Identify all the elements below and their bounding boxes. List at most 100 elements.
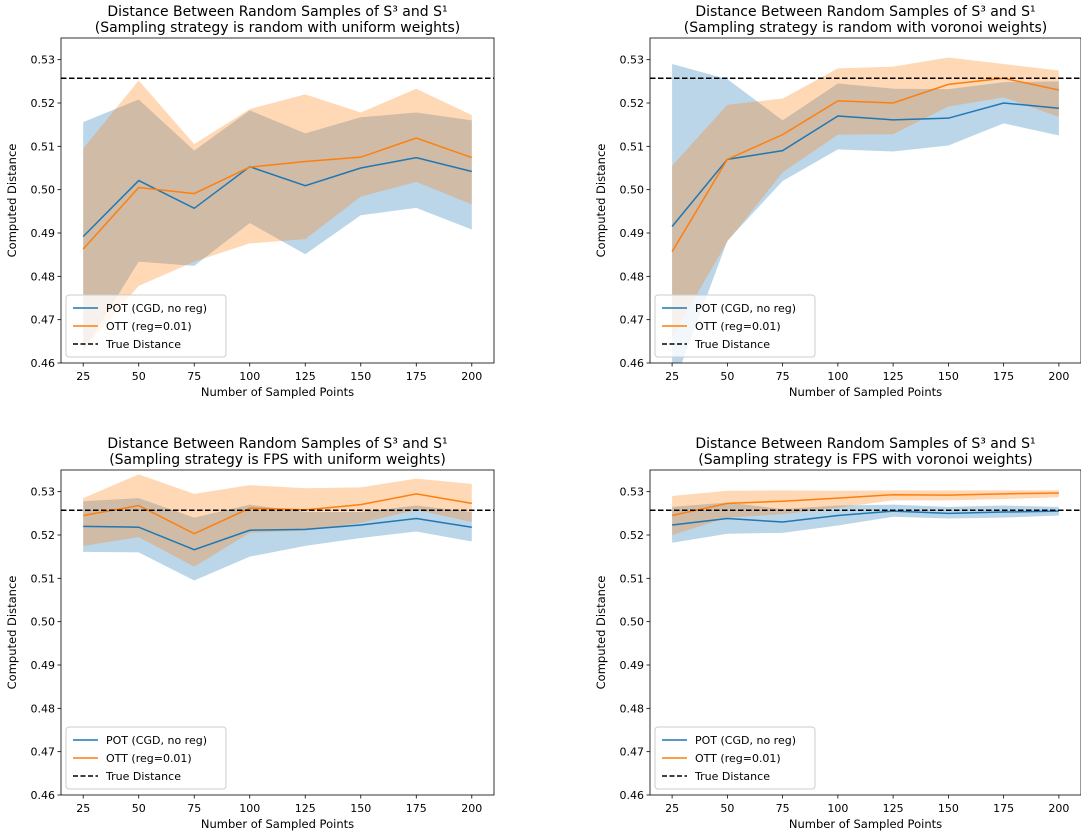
y-tick-label: 0.53 bbox=[620, 486, 645, 499]
y-tick-label: 0.46 bbox=[31, 357, 56, 370]
ott-confidence-band bbox=[83, 80, 472, 350]
x-tick-label: 200 bbox=[1048, 370, 1069, 383]
y-tick-label: 0.47 bbox=[31, 314, 56, 327]
x-tick-label: 50 bbox=[720, 802, 734, 815]
pot-confidence-band bbox=[672, 64, 1059, 363]
y-tick-label: 0.51 bbox=[620, 140, 645, 153]
y-tick-label: 0.47 bbox=[620, 314, 645, 327]
y-axis-label: Computed Distance bbox=[594, 144, 608, 258]
chart-title: Distance Between Random Samples of S³ an… bbox=[107, 436, 447, 452]
y-tick-label: 0.52 bbox=[31, 529, 56, 542]
plot-area bbox=[650, 490, 1081, 543]
x-tick-label: 175 bbox=[406, 370, 427, 383]
legend-label-true-distance: True Distance bbox=[105, 770, 181, 783]
axes-frame bbox=[649, 37, 1081, 364]
y-tick-label: 0.49 bbox=[31, 659, 56, 672]
x-tick-label: 25 bbox=[665, 802, 679, 815]
legend-label-ott: OTT (reg=0.01) bbox=[695, 752, 781, 765]
y-axis-label: Computed Distance bbox=[5, 576, 19, 690]
axes-frame bbox=[649, 469, 1081, 796]
legend-label-pot: POT (CGD, no reg) bbox=[106, 302, 207, 315]
ott-confidence-band bbox=[672, 57, 1059, 337]
x-tick-label: 200 bbox=[461, 370, 482, 383]
chart-subtitle: (Sampling strategy is FPS with voronoi w… bbox=[698, 452, 1033, 468]
pot-confidence-band bbox=[83, 498, 472, 581]
chart-panel-3: Distance Between Random Samples of S³ an… bbox=[5, 436, 495, 831]
y-tick-label: 0.46 bbox=[620, 357, 645, 370]
legend-label-ott: OTT (reg=0.01) bbox=[106, 320, 192, 333]
y-tick-label: 0.49 bbox=[31, 227, 56, 240]
chart-subtitle: (Sampling strategy is random with unifor… bbox=[95, 20, 461, 36]
x-tick-label: 75 bbox=[187, 370, 201, 383]
legend-label-pot: POT (CGD, no reg) bbox=[695, 734, 796, 747]
legend: POT (CGD, no reg) OTT (reg=0.01) True Dist… bbox=[654, 726, 816, 790]
x-tick-label: 125 bbox=[883, 802, 904, 815]
pot-series-line bbox=[672, 510, 1059, 526]
y-tick-label: 0.46 bbox=[620, 789, 645, 802]
x-tick-label: 100 bbox=[827, 802, 848, 815]
chart-panel-1: Distance Between Random Samples of S³ an… bbox=[5, 4, 495, 399]
x-tick-label: 25 bbox=[76, 802, 90, 815]
x-tick-label: 150 bbox=[938, 370, 959, 383]
y-tick-label: 0.46 bbox=[31, 789, 56, 802]
legend-label-pot: POT (CGD, no reg) bbox=[106, 734, 207, 747]
x-axis-label: Number of Sampled Points bbox=[789, 385, 942, 399]
ott-series-line bbox=[83, 493, 472, 535]
x-tick-label: 175 bbox=[406, 802, 427, 815]
y-tick-label: 0.52 bbox=[31, 97, 56, 110]
legend-box bbox=[65, 294, 227, 358]
axes-frame bbox=[60, 469, 495, 796]
legend-box bbox=[654, 726, 816, 790]
chart-panel-4: Distance Between Random Samples of S³ an… bbox=[594, 436, 1081, 831]
x-tick-label: 175 bbox=[993, 802, 1014, 815]
pot-series-line bbox=[83, 517, 472, 551]
x-tick-label: 175 bbox=[993, 370, 1014, 383]
plot-area bbox=[61, 474, 494, 581]
y-tick-label: 0.47 bbox=[31, 746, 56, 759]
y-tick-label: 0.53 bbox=[31, 54, 56, 67]
chart-title: Distance Between Random Samples of S³ an… bbox=[695, 436, 1035, 452]
y-tick-label: 0.48 bbox=[31, 270, 56, 283]
plot-area bbox=[650, 57, 1081, 363]
x-tick-label: 25 bbox=[76, 370, 90, 383]
legend-label-true-distance: True Distance bbox=[694, 770, 770, 783]
legend-label-true-distance: True Distance bbox=[694, 338, 770, 351]
legend-box bbox=[65, 726, 227, 790]
x-tick-label: 125 bbox=[295, 802, 316, 815]
x-tick-label: 100 bbox=[827, 370, 848, 383]
y-tick-label: 0.53 bbox=[620, 54, 645, 67]
y-tick-label: 0.53 bbox=[31, 486, 56, 499]
pot-confidence-band bbox=[83, 99, 472, 351]
x-tick-label: 150 bbox=[350, 370, 371, 383]
chart-panel-2: Distance Between Random Samples of S³ an… bbox=[594, 4, 1081, 399]
x-tick-label: 150 bbox=[350, 802, 371, 815]
x-tick-label: 75 bbox=[187, 802, 201, 815]
y-tick-label: 0.51 bbox=[620, 572, 645, 585]
y-tick-label: 0.50 bbox=[31, 616, 56, 629]
x-tick-label: 50 bbox=[132, 370, 146, 383]
legend-label-pot: POT (CGD, no reg) bbox=[695, 302, 796, 315]
y-tick-label: 0.50 bbox=[31, 184, 56, 197]
y-tick-label: 0.49 bbox=[620, 227, 645, 240]
y-axis-label: Computed Distance bbox=[594, 576, 608, 690]
y-tick-label: 0.48 bbox=[620, 270, 645, 283]
y-tick-label: 0.51 bbox=[31, 140, 56, 153]
x-axis-label: Number of Sampled Points bbox=[201, 817, 354, 831]
x-tick-label: 75 bbox=[776, 370, 790, 383]
x-tick-label: 75 bbox=[776, 802, 790, 815]
x-axis-label: Number of Sampled Points bbox=[201, 385, 354, 399]
pot-series-line bbox=[82, 156, 472, 237]
legend-label-true-distance: True Distance bbox=[105, 338, 181, 351]
legend-label-ott: OTT (reg=0.01) bbox=[695, 320, 781, 333]
legend: POT (CGD, no reg) OTT (reg=0.01) True Dist… bbox=[65, 726, 227, 790]
x-tick-label: 200 bbox=[461, 802, 482, 815]
x-tick-label: 125 bbox=[295, 370, 316, 383]
y-tick-label: 0.48 bbox=[31, 702, 56, 715]
plot-area bbox=[61, 77, 494, 351]
axes-frame bbox=[60, 37, 495, 364]
x-tick-label: 125 bbox=[883, 370, 904, 383]
x-tick-label: 200 bbox=[1048, 802, 1069, 815]
x-tick-label: 50 bbox=[132, 802, 146, 815]
y-tick-label: 0.49 bbox=[620, 659, 645, 672]
